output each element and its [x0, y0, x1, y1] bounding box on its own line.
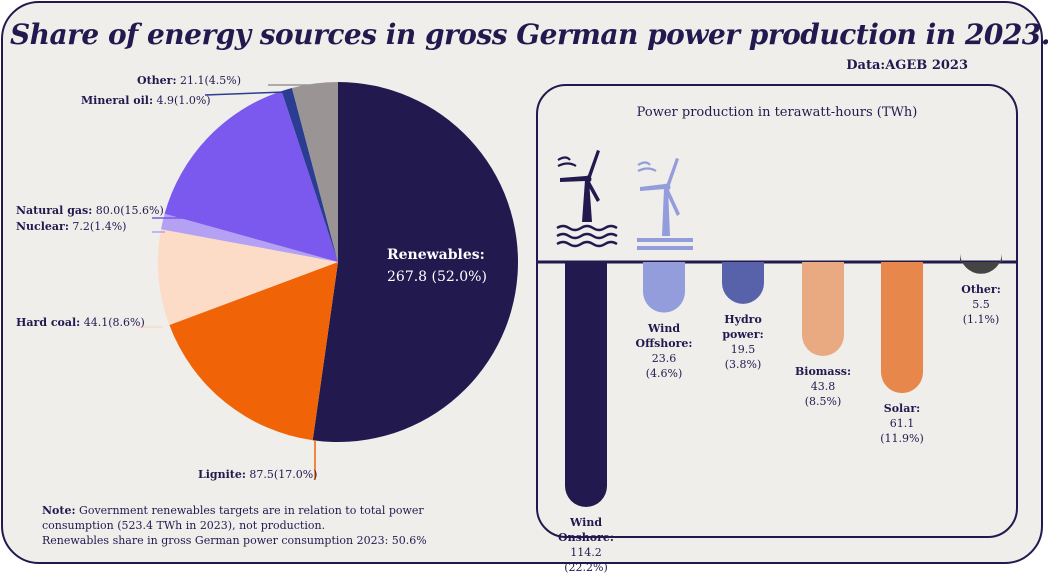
bar-label-value: 19.5 [730, 342, 756, 356]
bar-label-value: 114.2 [570, 546, 602, 559]
bar-label-name: Solar: [883, 402, 921, 416]
bar-label-share: (8.5%) [804, 394, 842, 408]
pie-slice-nuclear [161, 213, 338, 262]
bar-label-value: 61.1 [889, 417, 915, 431]
bar-label-name: Other: [961, 282, 1001, 296]
offshore-wind-turbine-icon [556, 150, 618, 248]
bar-label-name: Wind Onshore: [558, 516, 614, 544]
pie-label-lignite: Lignite: 87.5(17.0%) [198, 468, 318, 481]
bar-label: Biomass: 43.8 (8.5%) [783, 364, 863, 409]
bar-label-share: (1.1%) [962, 312, 1000, 326]
page-title: Share of energy sources in gross German … [9, 18, 1048, 51]
source-label: Data:AGEB 2023 [846, 58, 968, 73]
bar-label: Other: 5.5 (1.1%) [941, 282, 1021, 327]
pie-label-nuclear: Nuclear: 7.2(1.4%) [16, 220, 127, 233]
bar-wind-onshore [565, 262, 607, 507]
pie-slice-renewables [312, 82, 519, 442]
bar-label: Wind Offshore: 23.6 (4.6%) [624, 321, 704, 381]
bar-label-name: Hydro power: [722, 312, 764, 341]
bar-label-share: (4.6%) [645, 366, 683, 380]
bar-solar [881, 262, 923, 394]
pie-slice-hard-coal [157, 229, 338, 325]
bar-label-value: 5.5 [972, 297, 990, 311]
pie-slice-lignite [169, 262, 338, 441]
pie-slice-other [291, 82, 338, 262]
pie-slice-mineral-oil [281, 87, 338, 263]
bar-label-value: 43.8 [810, 379, 836, 393]
bar-label-value: 23.6 [651, 351, 677, 365]
bar-hydro-power [722, 262, 764, 304]
bar-chart-panel [536, 84, 1018, 538]
bar-label-name: Biomass: [794, 364, 852, 378]
pie-label-mineral-oil: Mineral oil: 4.9(1.0%) [81, 94, 211, 107]
bar-biomass [802, 262, 844, 356]
pie-label-hard-coal: Hard coal: 44.1(8.6%) [16, 316, 145, 329]
pie-leader-line [204, 91, 286, 96]
bar-label: Hydro power: 19.5 (3.8%) [703, 312, 783, 372]
pie-label-other: Other: 21.1(4.5%) [137, 74, 242, 87]
bar-label-share: (11.9%) [880, 432, 924, 446]
bar-other [960, 252, 1002, 274]
bar-label-name: Wind Offshore: [635, 321, 693, 350]
pie-slice-natural-gas [164, 91, 338, 263]
bar-wind-offshore [643, 262, 685, 313]
bar-label-share: (3.8%) [724, 357, 762, 371]
pie-label-renewables: Renewables: 267.8 (52.0%) [387, 247, 487, 285]
onshore-wind-turbine-icon [637, 158, 693, 250]
bar-chart-title: Power production in terawatt-hours (TWh) [636, 105, 918, 120]
bar-label: Wind Onshore: 114.2 (22.2%) [546, 515, 626, 575]
note-text: Note: Government renewables targets are … [42, 504, 427, 547]
bar-label: Solar: 61.1 (11.9%) [862, 401, 942, 446]
pie-label-natural-gas: Natural gas: 80.0(15.6%) [16, 204, 164, 217]
pie-chart [138, 82, 519, 480]
bar-label-share: (22.2%) [564, 561, 608, 574]
